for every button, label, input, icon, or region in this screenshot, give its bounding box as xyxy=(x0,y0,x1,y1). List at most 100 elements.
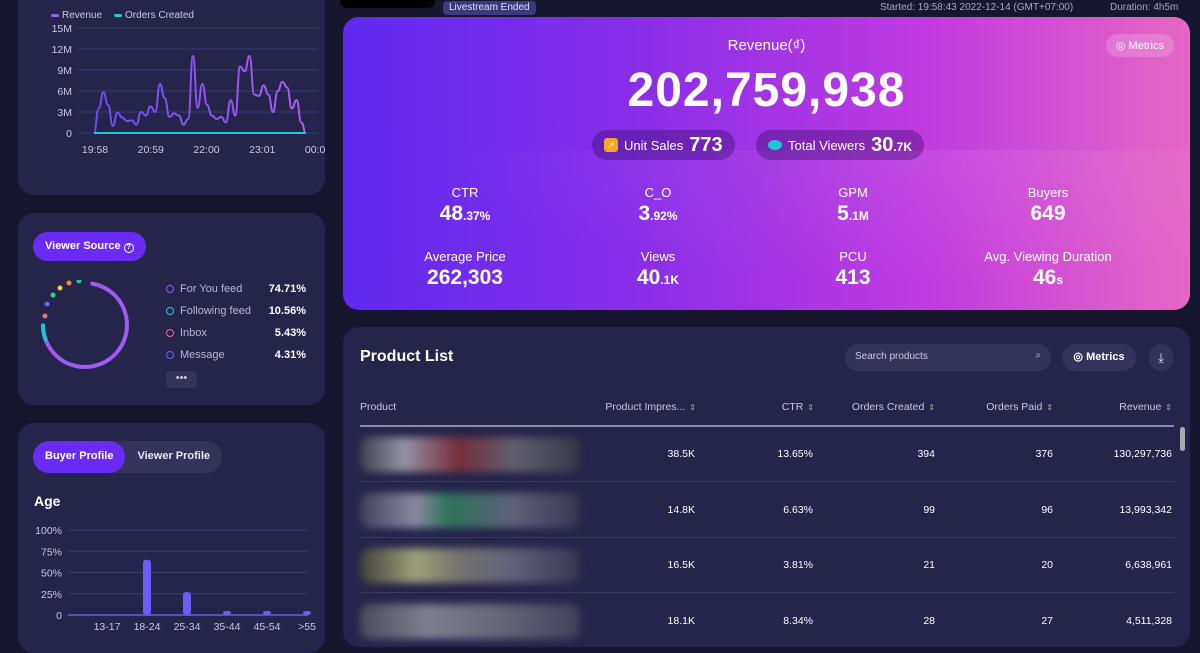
metrics-button[interactable]: ◎ Metrics xyxy=(1062,344,1136,371)
table-cell: 376 xyxy=(1035,448,1053,460)
donut-inbox xyxy=(42,313,48,319)
legend-dot-icon xyxy=(166,351,174,359)
help-icon[interactable]: ? xyxy=(123,243,134,253)
product-list-title: Product List xyxy=(360,348,454,365)
legend-orders[interactable]: Orders Created xyxy=(114,10,194,21)
donut-following xyxy=(41,281,129,369)
search-icon: ⌕ xyxy=(1035,350,1041,361)
more-button[interactable]: ••• xyxy=(166,371,197,388)
metric-c-o: C_O 3.92% xyxy=(638,185,678,225)
metric-avg-viewing-duration: Avg. Viewing Duration 46s xyxy=(984,249,1112,289)
table-cell: 27 xyxy=(1041,614,1053,627)
revenue-value: 202,759,938 xyxy=(627,64,906,117)
column-header[interactable]: Orders Paid ⇕ xyxy=(986,401,1053,413)
viewer-source-item: For You feed 74.71% xyxy=(166,283,306,295)
scrollbar[interactable] xyxy=(1180,427,1185,451)
revenue-title: Revenue(₫) xyxy=(727,37,806,54)
y-tick-label: 75% xyxy=(41,546,62,558)
x-tick-label: 35-44 xyxy=(214,621,241,633)
table-row[interactable]: 38.5K 13.65% 394 376 130,297,736 xyxy=(360,427,1174,482)
x-tick-label: 00:03 xyxy=(305,144,325,156)
table-row[interactable]: 14.8K 6.63% 99 96 13,993,342 xyxy=(360,483,1174,538)
age-bar xyxy=(183,592,191,615)
download-icon: ⤓ xyxy=(1158,350,1164,365)
total-viewers-chip: Total Viewers 30.7K xyxy=(756,130,925,160)
gear-icon: ◎ xyxy=(1073,351,1083,363)
donut-for-you xyxy=(41,281,129,369)
age-heading: Age xyxy=(34,493,61,509)
y-tick-label: 9M xyxy=(57,65,72,77)
table-cell: 14.8K xyxy=(667,503,695,516)
revenue-line-chart: 15M 12M 9M 6M 3M 0 19:58 20:59 22:00 23:01 00:03 xyxy=(52,23,325,156)
sort-icon[interactable]: ⇕ xyxy=(807,403,814,412)
product-list-card: Product List Search products ⌕ ◎ Metrics … xyxy=(343,327,1190,647)
table-cell: 4,511,328 xyxy=(1126,614,1172,627)
legend-dot-icon xyxy=(166,307,174,315)
column-header[interactable]: Revenue ⇕ xyxy=(1119,401,1172,413)
product-thumbnail-blurred[interactable] xyxy=(360,437,580,472)
metric-pcu: PCU 413 xyxy=(835,249,871,289)
duration: Duration: 4h5m xyxy=(1110,2,1179,13)
metric-ctr: CTR 48.37% xyxy=(439,185,491,225)
sort-icon[interactable]: ⇕ xyxy=(1165,403,1172,412)
product-thumbnail-blurred[interactable] xyxy=(360,548,580,583)
viewer-source-item: Following feed 10.56% xyxy=(166,305,306,317)
viewer-source-button[interactable]: Viewer Source ? xyxy=(33,232,146,261)
search-input[interactable]: Search products ⌕ xyxy=(845,344,1051,371)
table-cell: 394 xyxy=(917,448,935,460)
metric-gpm: GPM 5.1M xyxy=(837,185,869,225)
x-tick-label: 25-34 xyxy=(174,621,201,633)
table-row[interactable]: 16.5K 3.81% 21 20 6,638,961 xyxy=(360,538,1174,593)
column-header[interactable]: Product Impres... ⇕ xyxy=(605,401,696,413)
table-cell: 99 xyxy=(923,503,935,516)
eye-icon xyxy=(768,140,782,150)
viewer-source-donut xyxy=(41,280,129,369)
y-tick-label: 25% xyxy=(41,589,62,601)
table-cell: 6.63% xyxy=(783,503,813,516)
product-thumbnail-blurred[interactable] xyxy=(360,492,580,528)
donut-other xyxy=(66,280,72,286)
y-tick-label: 6M xyxy=(57,86,72,98)
column-header[interactable]: CTR ⇕ xyxy=(781,401,814,413)
y-tick-label: 0 xyxy=(56,610,62,622)
legend-dot-icon xyxy=(166,329,174,337)
sort-icon[interactable]: ⇕ xyxy=(689,403,696,412)
metric-buyers: Buyers 649 xyxy=(1027,185,1069,225)
tab-viewer-profile[interactable]: Viewer Profile xyxy=(137,450,211,462)
x-tick-label: 45-54 xyxy=(254,621,281,633)
table-cell: 130,297,736 xyxy=(1113,448,1172,460)
viewer-source-card: Viewer Source ? For You feed 74.71% Follow… xyxy=(18,213,325,405)
header-divider xyxy=(360,425,1174,427)
y-tick-label: 50% xyxy=(41,568,62,580)
donut-other xyxy=(50,292,56,298)
table-cell: 6,638,961 xyxy=(1125,559,1172,571)
table-cell: 96 xyxy=(1041,503,1053,516)
table-cell: 16.5K xyxy=(667,559,695,571)
table-row[interactable]: 18.1K 8.34% 28 27 4,511,328 xyxy=(360,594,1174,648)
legend-revenue[interactable]: Revenue xyxy=(51,10,102,21)
column-header[interactable]: Product xyxy=(360,401,397,413)
table-cell: 3.81% xyxy=(783,559,813,571)
table-cell: 28 xyxy=(923,614,935,627)
sort-icon[interactable]: ⇕ xyxy=(928,403,935,412)
metrics-button[interactable]: ◎ Metrics xyxy=(1105,34,1174,57)
age-bar xyxy=(263,611,271,615)
legend-dot-icon xyxy=(166,285,174,293)
donut-other xyxy=(76,280,82,284)
download-button[interactable]: ⤓ xyxy=(1149,344,1173,371)
donut-other xyxy=(57,285,63,291)
revenue-series-line xyxy=(93,54,307,134)
table-cell: 18.1K xyxy=(667,614,695,627)
table-cell: 20 xyxy=(1041,559,1053,571)
y-tick-label: 12M xyxy=(52,44,72,56)
started-time: Started: 19:58:43 2022-12-14 (GMT+07:00) xyxy=(880,2,1074,13)
x-tick-label: 13-17 xyxy=(94,621,121,633)
sort-icon[interactable]: ⇕ xyxy=(1046,403,1053,412)
table-cell: 8.34% xyxy=(783,614,813,627)
column-header[interactable]: Orders Created ⇕ xyxy=(851,401,935,413)
tab-buyer-profile[interactable]: Buyer Profile xyxy=(33,441,126,473)
age-bar-chart: 100% 75% 50% 25% 0 13-17 18-24 25-34 35-44 45-54 >… xyxy=(35,525,316,633)
unit-sales-chip: ↗ Unit Sales 773 xyxy=(592,130,735,160)
x-tick-label: 20:59 xyxy=(138,144,164,156)
product-thumbnail-blurred[interactable] xyxy=(360,603,580,639)
